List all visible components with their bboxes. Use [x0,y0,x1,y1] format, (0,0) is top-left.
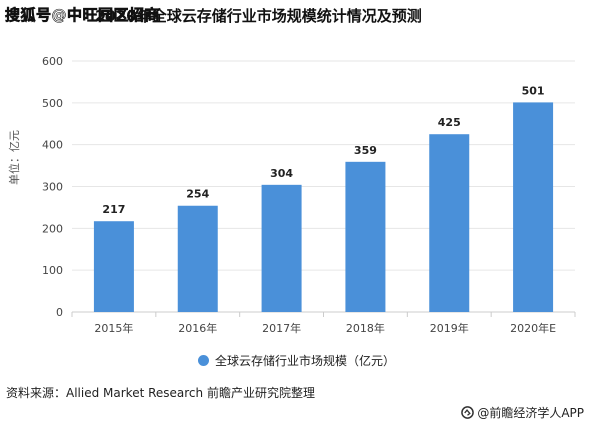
y-axis-ticks: 0 100 200 300 400 500 600 [42,55,63,319]
bar-chart: 0 100 200 300 400 500 600 217 254 304 359 425 501 2… [42,55,576,335]
y-tick-label: 600 [42,55,63,68]
x-axis-ticks: 2015年 2016年 2017年 2018年 2019年 2020年E [71,312,576,335]
x-tick-label: 2018年 [346,321,385,335]
data-label: 217 [102,203,125,216]
legend-label: 全球云存储行业市场规模（亿元） [215,353,396,368]
bar [177,205,218,312]
bar [429,134,470,312]
bar [345,161,386,312]
data-labels: 217 254 304 359 425 501 [102,84,544,216]
y-axis-label: 单位：亿元 [8,130,21,185]
data-label: 501 [522,84,545,97]
brand-credit: @前瞻经济学人APP [461,404,584,421]
data-label: 254 [186,188,209,201]
data-label: 304 [270,167,293,180]
chart-title-area: 2020年全球云存储行业市场规模统计情况及预测 搜狐号@中旺园区招商 [5,4,565,28]
grid-lines [72,60,575,313]
brand-logo-icon [461,406,475,419]
y-tick-label: 300 [42,181,63,194]
y-tick-label: 200 [42,222,63,235]
watermark-text: 搜狐号@中旺园区招商 [5,6,161,25]
bar [513,102,554,312]
legend: 全球云存储行业市场规模（亿元） [198,351,395,369]
y-tick-label: 400 [42,139,63,152]
y-tick-label: 100 [42,264,63,277]
legend-swatch [198,354,209,366]
data-label: 359 [354,144,377,157]
data-label: 425 [438,116,461,129]
y-tick-label: 0 [56,306,63,319]
x-tick-label: 2016年 [178,321,217,335]
x-tick-label: 2020年E [510,321,556,335]
source-note: 资料来源：Allied Market Research 前瞻产业研究院整理 [6,386,315,400]
bar [261,184,302,312]
bars [93,102,554,312]
bar [93,221,134,312]
brand-text: @前瞻经济学人APP [477,406,584,420]
chart-title: 2020年全球云存储行业市场规模统计情况及预测 [95,7,422,25]
x-tick-label: 2019年 [430,321,469,335]
x-tick-label: 2017年 [262,321,301,335]
y-tick-label: 500 [42,97,63,110]
x-tick-label: 2015年 [94,321,133,335]
